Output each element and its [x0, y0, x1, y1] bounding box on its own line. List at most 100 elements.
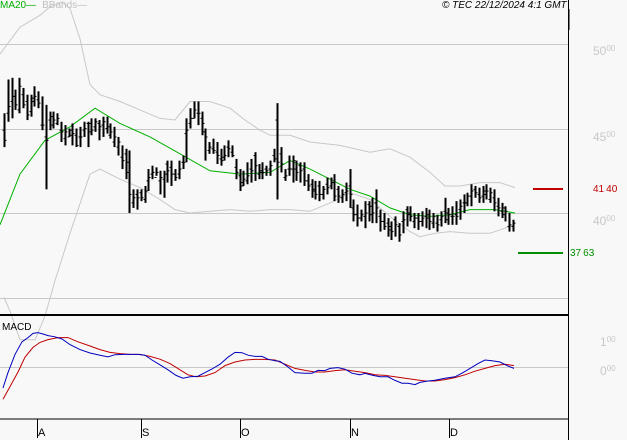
- ohlc-bar: [173, 169, 178, 181]
- ohlc-bar: [348, 169, 353, 208]
- ohlc-bar: [158, 170, 163, 195]
- ohlc-bar: [401, 211, 406, 234]
- ohlc-bar: [340, 189, 345, 203]
- ohlc-bar: [469, 184, 474, 207]
- ohlc-bar: [507, 213, 512, 232]
- ohlc-bar: [17, 77, 22, 114]
- ohlc-bar: [200, 111, 205, 136]
- ohlc-bar: [105, 116, 110, 134]
- ohlc-bar: [82, 121, 87, 137]
- ohlc-bar: [351, 199, 356, 222]
- macd-signal-line: [2, 337, 515, 400]
- ohlc-bar: [492, 189, 497, 212]
- bbands-lower-line: [3, 168, 516, 341]
- month-label-oct: O: [241, 427, 250, 439]
- ohlc-bar: [67, 128, 72, 138]
- bbands-upper-line: [0, 1, 516, 189]
- ohlc-bar: [355, 204, 360, 227]
- ohlc-bar: [458, 199, 463, 220]
- ohlc-bar: [154, 167, 159, 179]
- ohlc-bar: [230, 145, 235, 158]
- ohlc-bar: [260, 162, 265, 180]
- ohlc-bar: [135, 189, 140, 210]
- ohlc-bar: [234, 158, 239, 180]
- ohlc-bar: [139, 189, 144, 202]
- ohlc-bar: [10, 77, 15, 119]
- price-axis-label-45: 4500: [593, 130, 616, 144]
- ohlc-bar: [272, 148, 277, 163]
- ohlc-bar: [177, 160, 182, 180]
- ohlc-bar: [317, 180, 322, 202]
- ohlc-bar: [306, 174, 311, 192]
- ohlc-bar: [44, 104, 49, 190]
- ohlc-bar: [150, 165, 155, 180]
- ohlc-bar: [264, 165, 269, 176]
- ohlc-bar: [325, 177, 330, 195]
- ohlc-bar: [397, 223, 402, 242]
- ohlc-bar: [59, 121, 64, 143]
- ohlc-bar: [2, 113, 7, 148]
- ohlc-bar: [511, 219, 516, 232]
- ohlc-bar: [378, 209, 383, 232]
- ohlc-bar: [249, 158, 254, 183]
- ohlc-bar: [181, 155, 186, 170]
- ohlc-bar: [86, 121, 91, 148]
- ohlc-bar: [78, 126, 83, 148]
- ohlc-bar: [48, 111, 53, 131]
- ohlc-bar: [313, 180, 318, 200]
- ohlc-bar: [74, 128, 79, 148]
- ohlc-bar: [481, 185, 486, 203]
- ohlc-bar: [484, 184, 489, 200]
- macd-panel-title: MACD: [2, 322, 32, 333]
- ohlc-bar: [120, 145, 125, 170]
- ohlc-bar: [488, 187, 493, 203]
- ohlc-bar: [500, 202, 505, 219]
- ohlc-bar: [294, 160, 299, 181]
- ohlc-bar: [6, 79, 11, 122]
- ohlc-bar: [443, 197, 448, 224]
- copyright-timestamp: © TEC 22/12/2024 4:1 GMT: [442, 0, 567, 11]
- ohlc-bar: [192, 101, 197, 119]
- ohlc-bar: [431, 213, 436, 229]
- ohlc-bar: [344, 182, 349, 202]
- ohlc-bar: [427, 209, 432, 230]
- ohlc-bar: [386, 218, 391, 237]
- ohlc-bar: [124, 148, 129, 180]
- ohlc-bar: [112, 126, 117, 148]
- ohlc-bar: [382, 213, 387, 230]
- ohlc-bar: [268, 160, 273, 176]
- ohlc-bar: [496, 197, 501, 217]
- ohlc-bar: [374, 189, 379, 224]
- ohlc-bar: [116, 136, 121, 156]
- ohlc-bar: [222, 145, 227, 161]
- month-label-aug: A: [38, 427, 46, 439]
- price-axis-label-50: 5000: [593, 44, 616, 58]
- resistance-level-label: 41 40: [593, 184, 618, 195]
- month-label-sep: S: [142, 427, 150, 439]
- legend-bbands: BBands—: [42, 0, 88, 11]
- ohlc-bar: [211, 138, 216, 154]
- ohlc-bar: [101, 116, 106, 137]
- ohlc-bar: [298, 162, 303, 183]
- macd-line: [2, 332, 515, 389]
- ohlc-bar: [245, 162, 250, 185]
- chart-legend: MA20— BBands—: [0, 0, 87, 11]
- month-label-dec: D: [450, 427, 458, 439]
- ohlc-bar: [29, 94, 34, 117]
- ohlc-bar: [146, 169, 151, 192]
- ohlc-bar: [89, 118, 94, 136]
- ma20-line: [0, 107, 516, 225]
- ohlc-bar: [207, 142, 212, 154]
- ohlc-bar: [131, 189, 136, 208]
- macd-axis-label-1: 100: [600, 335, 616, 349]
- ohlc-bar: [302, 162, 307, 186]
- ohlc-bar: [370, 197, 375, 224]
- ohlc-bar: [21, 87, 26, 109]
- ohlc-bar: [473, 185, 478, 198]
- ohlc-bar: [332, 174, 337, 202]
- ohlc-bar: [363, 201, 368, 229]
- ohlc-bar: [13, 89, 18, 110]
- ohlc-bar: [439, 211, 444, 227]
- macd-axis-label-0: 000: [600, 364, 616, 378]
